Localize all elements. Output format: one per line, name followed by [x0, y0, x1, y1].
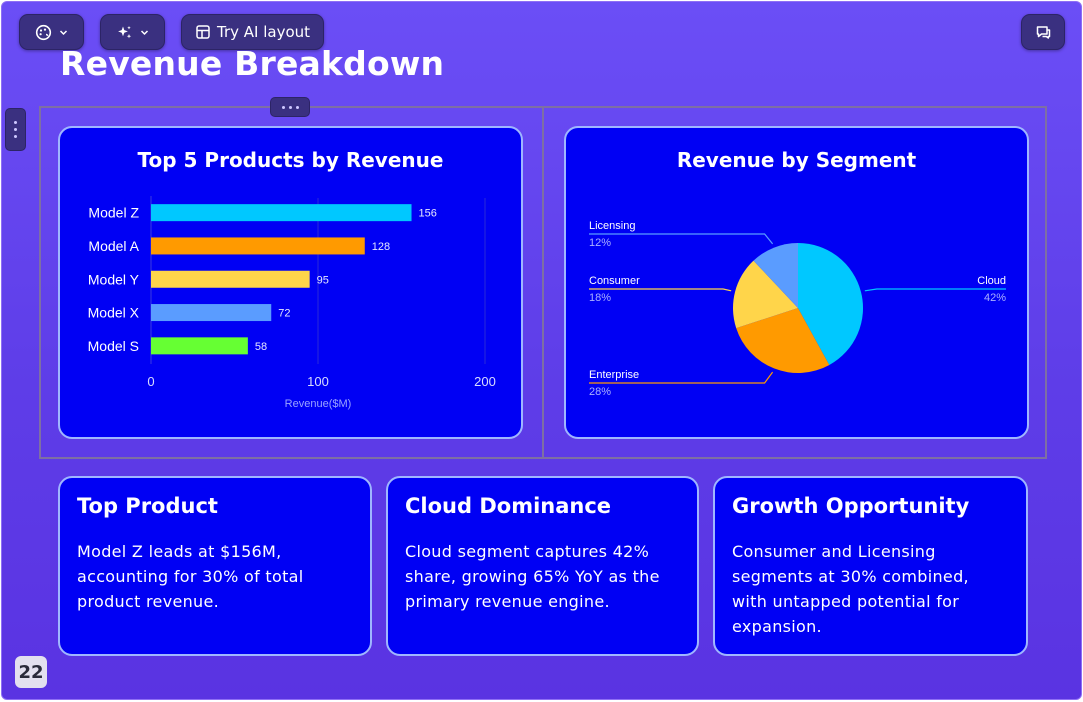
pie-slice [736, 308, 830, 373]
pie-slice [753, 243, 798, 308]
insight-card-top-product[interactable]: Top Product Model Z leads at $156M, acco… [58, 476, 372, 656]
insight-card-cloud-dominance[interactable]: Cloud Dominance Cloud segment captures 4… [386, 476, 699, 656]
slice-label: Consumer [589, 275, 640, 287]
y-category-label: Model S [88, 338, 139, 354]
leader-line [589, 288, 732, 292]
palette-icon [35, 24, 52, 41]
leader-line [589, 233, 774, 245]
y-category-label: Model Z [88, 205, 139, 221]
try-ai-layout-button[interactable]: Try AI layout [181, 14, 324, 50]
chevron-down-icon [139, 27, 150, 38]
y-category-label: Model A [88, 238, 139, 254]
bar-value-label: 156 [419, 208, 437, 220]
bar-value-label: 58 [255, 341, 267, 353]
x-axis-label: Revenue($M) [285, 398, 352, 410]
comments-button[interactable] [1021, 14, 1065, 50]
leader-line [589, 371, 774, 384]
bar [151, 204, 412, 222]
layout-icon [195, 24, 211, 40]
ai-button[interactable] [100, 14, 165, 50]
comment-icon [1035, 24, 1052, 41]
slice-percent: 28% [589, 386, 611, 398]
slice-label: Licensing [589, 220, 635, 232]
drag-handle[interactable] [5, 108, 26, 151]
chevron-down-icon [58, 27, 69, 38]
bar [151, 337, 248, 355]
y-category-label: Model Y [88, 271, 140, 287]
leader-line [864, 288, 1006, 292]
bar [151, 270, 310, 288]
sparkles-icon [116, 24, 133, 41]
column-divider[interactable] [542, 106, 544, 459]
theme-button[interactable] [19, 14, 84, 50]
insight-body: Consumer and Licensing segments at 30% c… [732, 542, 969, 636]
slice-percent: 42% [984, 292, 1006, 304]
try-ai-layout-label: Try AI layout [216, 23, 311, 41]
more-options-handle[interactable] [270, 97, 310, 117]
slide-title[interactable]: Revenue Breakdown [60, 44, 445, 83]
insight-title: Top Product [77, 494, 218, 518]
pie-chart: Cloud 42% Enterprise 28% Consumer 18% Licensin… [589, 220, 1006, 398]
bar [151, 304, 272, 322]
bar-chart: 0 100 200 Model Z 156 Model A 128 Model Y 95 Mode… [88, 196, 496, 410]
insight-body: Cloud segment captures 42% share, growin… [405, 542, 660, 611]
bar-value-label: 72 [278, 308, 290, 320]
page-number[interactable]: 22 [15, 656, 47, 688]
pie-chart-card[interactable]: Revenue by Segment Cloud 42% Enterprise 28%… [564, 126, 1029, 439]
insight-card-growth-opportunity[interactable]: Growth Opportunity Consumer and Licensin… [713, 476, 1028, 656]
pie-slice [733, 260, 798, 329]
insight-body: Model Z leads at $156M, accounting for 3… [77, 542, 304, 611]
bar [151, 237, 365, 255]
slice-label: Cloud [977, 275, 1006, 287]
pie-chart-title: Revenue by Segment [676, 148, 917, 172]
bar-value-label: 128 [372, 241, 390, 253]
slice-percent: 18% [589, 292, 611, 304]
slice-label: Enterprise [589, 369, 639, 381]
insight-title: Cloud Dominance [405, 494, 612, 518]
bar-chart-card[interactable]: Top 5 Products by Revenue 0 100 200 Model Z… [58, 126, 523, 439]
slice-percent: 12% [589, 237, 611, 249]
y-category-label: Model X [88, 305, 140, 321]
x-tick-label: 100 [307, 374, 329, 389]
bar-chart-title: Top 5 Products by Revenue [137, 148, 444, 172]
x-tick-label: 0 [147, 374, 154, 389]
x-tick-label: 200 [474, 374, 496, 389]
insight-title: Growth Opportunity [732, 494, 970, 518]
pie-slice [798, 243, 863, 365]
bar-value-label: 95 [317, 274, 329, 286]
